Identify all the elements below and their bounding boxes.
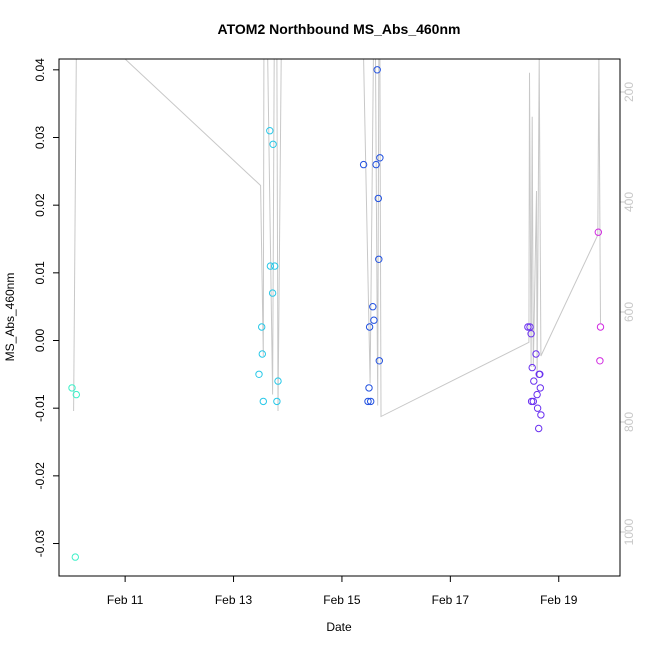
data-point [72,390,81,399]
data-point [266,262,275,270]
secondary-y-tick-label: 400 [622,192,636,212]
y-tick-label: -0.01 [33,394,47,422]
data-point [273,397,281,406]
data-point [369,303,377,311]
data-point [372,160,380,169]
data-point [364,397,372,406]
data-point [536,370,544,378]
data-point [375,255,383,263]
data-point [365,384,373,392]
secondary-y-tick-label: 200 [622,82,636,102]
x-tick-label: Feb 15 [323,593,361,607]
x-tick-label: Feb 11 [107,593,144,607]
data-point [535,424,543,433]
y-tick-label: 0.01 [33,261,47,285]
data-point [266,127,274,135]
data-point [373,66,381,74]
data-point [258,350,266,358]
chart-title: ATOM2 Northbound MS_Abs_460nm [218,21,461,37]
data-point [271,262,279,270]
data-point [255,370,263,378]
data-point [365,323,374,331]
y-tick-label: 0.02 [33,193,47,217]
secondary-line-layer [73,59,601,418]
data-point [268,289,277,297]
points-layer [68,66,605,561]
data-point [375,357,383,365]
secondary-series-line [73,59,601,418]
y-tick-label: 0.00 [33,329,47,353]
secondary-y-tick-label: 800 [622,412,636,432]
data-point [529,397,537,406]
data-point [370,316,378,324]
x-tick-label: Feb 13 [215,593,253,607]
data-point [367,397,375,406]
data-point [536,384,544,392]
x-tick-label: Feb 19 [540,593,578,607]
data-point [359,160,368,169]
plot-frame [58,58,621,577]
data-point [376,154,384,162]
data-point [596,357,604,365]
data-point [258,323,266,331]
data-point [71,553,80,561]
data-point [527,330,535,338]
data-point [533,390,541,399]
data-point [532,350,540,358]
data-point [530,377,538,385]
data-point [269,140,277,149]
axes-layer: Feb 11 Feb 13 Feb 15 Feb 17 Feb 19 0.04 0.03 0.… [33,58,636,607]
data-point [259,397,267,406]
data-point [524,323,532,331]
y-tick-label: -0.02 [33,462,47,490]
data-point [533,404,542,412]
data-point [537,411,545,419]
y-tick-label: 0.03 [33,125,47,149]
y-tick-label: -0.03 [33,530,47,558]
data-point [68,384,76,392]
data-point [274,377,282,385]
secondary-y-tick-label: 600 [622,302,636,322]
y-tick-label: 0.04 [33,58,47,82]
data-point [374,194,382,203]
x-tick-label: Feb 17 [432,593,470,607]
y-axis-label: MS_Abs_460nm [3,273,17,362]
x-axis-label: Date [326,620,352,634]
data-point [594,228,602,236]
data-point [528,363,536,372]
secondary-y-tick-label: 1000 [622,518,636,545]
data-point [596,323,605,331]
